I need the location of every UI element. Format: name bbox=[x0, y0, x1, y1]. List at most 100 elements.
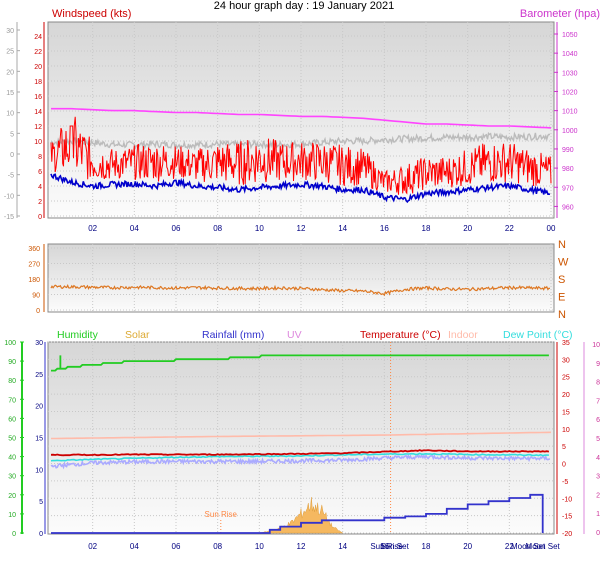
legend-entry: UV bbox=[287, 329, 302, 341]
wind-x-tick-label: 02 bbox=[88, 224, 97, 233]
temp-chart: 35302520151050-5-10-15-20100908070605040… bbox=[4, 329, 600, 551]
wind-gray-tick-label: -5 bbox=[8, 173, 14, 180]
uv-tick-label: 8 bbox=[596, 380, 600, 387]
legend-entry: Temperature (°C) bbox=[360, 329, 441, 341]
wind-red-tick-label: 8 bbox=[38, 154, 42, 161]
barometer-tick-label: 1030 bbox=[562, 70, 578, 77]
uv-tick-label: 5 bbox=[596, 436, 600, 443]
uv-tick-label: 9 bbox=[596, 361, 600, 368]
chart-title: 24 hour graph day : 19 January 2021 bbox=[213, 0, 395, 12]
wind-gray-tick-label: 0 bbox=[10, 152, 14, 159]
dew-point-line bbox=[50, 452, 549, 462]
wind-chart: 242220181614121086420302520151050-5-10-1… bbox=[4, 8, 600, 233]
wind-series bbox=[50, 107, 552, 204]
temp-x-tick-label: 10 bbox=[255, 542, 264, 551]
direction-tick-label: 180 bbox=[28, 277, 40, 284]
temp-x-tick-label: 14 bbox=[338, 542, 347, 551]
temp-tick-label: 30 bbox=[562, 357, 570, 364]
humidity-tick-label: 100 bbox=[4, 340, 16, 347]
compass-tick-label: W bbox=[558, 257, 569, 269]
legend-entry: Solar bbox=[125, 329, 150, 341]
temp-x-tick-label: 02 bbox=[88, 542, 97, 551]
humidity-tick-label: 50 bbox=[8, 436, 16, 443]
wind-gray-tick-label: 20 bbox=[6, 69, 14, 76]
barometer-tick-label: 1050 bbox=[562, 32, 578, 39]
rain-tick-label: 20 bbox=[35, 404, 43, 411]
wind-x-tick-label: 14 bbox=[338, 224, 347, 233]
wind-gray-tick-label: 30 bbox=[6, 28, 14, 35]
moonset-x-label: Moon Set bbox=[526, 542, 561, 551]
temp-tick-label: 25 bbox=[562, 375, 570, 382]
rain-tick-label: 10 bbox=[35, 467, 43, 474]
sunrise-x-label: Sun Rise bbox=[370, 542, 403, 551]
temp-tick-label: 15 bbox=[562, 409, 570, 416]
wind-red-tick-label: 2 bbox=[38, 199, 42, 206]
wind-gray-tick-label: 5 bbox=[10, 131, 14, 138]
temp-tick-label: 35 bbox=[562, 340, 570, 347]
temp-x-tick-label: 08 bbox=[213, 542, 222, 551]
wind-x-tick-label: 16 bbox=[380, 224, 389, 233]
compass-tick-label: N bbox=[558, 239, 566, 251]
wind-red-tick-label: 10 bbox=[34, 139, 42, 146]
barometer-tick-label: 970 bbox=[562, 185, 574, 192]
temp-x-tick-label: 06 bbox=[172, 542, 181, 551]
legend-entry: Rainfall (mm) bbox=[202, 329, 264, 341]
barometer-line bbox=[51, 107, 552, 129]
temp-grid bbox=[48, 341, 554, 534]
wind-gray-tick-label: 10 bbox=[6, 111, 14, 118]
wind-x-tick-label: 22 bbox=[505, 224, 514, 233]
wind-gray-tick-label: 25 bbox=[6, 49, 14, 56]
sunrise-annotation: Sun Rise bbox=[205, 510, 238, 519]
wind-red-tick-label: 0 bbox=[38, 214, 42, 221]
wind-x-tick-label: 18 bbox=[422, 224, 431, 233]
wind-axes: 242220181614121086420302520151050-5-10-1… bbox=[4, 22, 578, 233]
uv-tick-label: 1 bbox=[596, 511, 600, 518]
temperature-line bbox=[50, 449, 550, 457]
wind-x-tick-label: 08 bbox=[213, 224, 222, 233]
direction-tick-label: 90 bbox=[32, 293, 40, 300]
temp-tick-label: 0 bbox=[562, 462, 566, 469]
wind-red-tick-label: 22 bbox=[34, 49, 42, 56]
wind-gray-tick-label: -15 bbox=[4, 214, 14, 221]
humidity-tick-label: 20 bbox=[8, 493, 16, 500]
uv-tick-label: 2 bbox=[596, 492, 600, 499]
wind-red-tick-label: 14 bbox=[34, 109, 42, 116]
temp-series bbox=[50, 354, 552, 534]
humidity-tick-label: 60 bbox=[8, 416, 16, 423]
temp-tick-label: 20 bbox=[562, 392, 570, 399]
wind-x-tick-label: 12 bbox=[297, 224, 306, 233]
wind-gray-tick-label: -10 bbox=[4, 193, 14, 200]
wind-average-line bbox=[50, 173, 551, 204]
sunset-x-label: Sun Set bbox=[380, 542, 409, 551]
barometer-tick-label: 1040 bbox=[562, 51, 578, 58]
barometer-tick-label: 1000 bbox=[562, 128, 578, 135]
temp-x-tick-label: 12 bbox=[297, 542, 306, 551]
barometer-tick-label: 960 bbox=[562, 204, 574, 211]
barometer-tick-label: 1010 bbox=[562, 109, 578, 116]
humidity-tick-label: 10 bbox=[8, 512, 16, 519]
rainfall-line bbox=[51, 493, 544, 534]
wind-x-tick-label: 04 bbox=[130, 224, 139, 233]
compass-tick-label: E bbox=[558, 292, 565, 304]
wind-gust-line bbox=[50, 116, 552, 195]
direction-grid bbox=[48, 244, 554, 312]
humidity-tick-label: 30 bbox=[8, 474, 16, 481]
temp-axes: 35302520151050-5-10-15-20100908070605040… bbox=[4, 340, 600, 551]
legend-entry: Humidity bbox=[57, 329, 99, 341]
apparent-temp-line bbox=[50, 453, 551, 470]
wind-red-tick-label: 6 bbox=[38, 169, 42, 176]
barometer-tick-label: 990 bbox=[562, 147, 574, 154]
temp-x-tick-label: 18 bbox=[422, 542, 431, 551]
barometer-tick-label: 980 bbox=[562, 166, 574, 173]
uv-tick-label: 3 bbox=[596, 474, 600, 481]
temp-tick-label: 10 bbox=[562, 427, 570, 434]
wind-x-tick-label: 00 bbox=[547, 224, 556, 233]
wind-red-tick-label: 4 bbox=[38, 184, 42, 191]
wind-x-tick-label: 06 bbox=[172, 224, 181, 233]
temp-tick-label: -15 bbox=[562, 514, 572, 521]
compass-tick-label: N bbox=[558, 309, 566, 321]
uv-tick-label: 0 bbox=[596, 530, 600, 537]
temp-x-tick-label: 20 bbox=[463, 542, 472, 551]
